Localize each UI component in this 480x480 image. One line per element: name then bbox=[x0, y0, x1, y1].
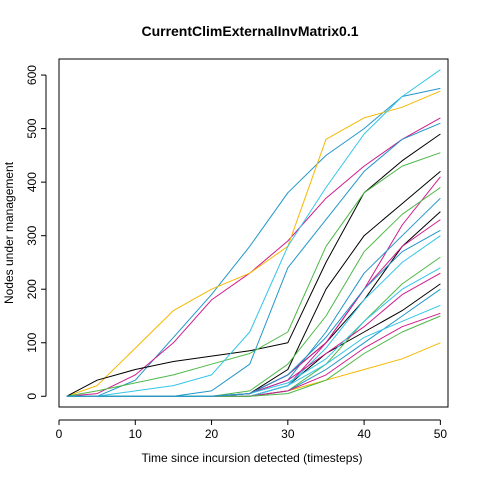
series-line-17 bbox=[66, 256, 441, 397]
x-tick-label: 10 bbox=[129, 427, 143, 441]
series-line-10 bbox=[66, 122, 441, 397]
series-line-3 bbox=[66, 90, 441, 397]
y-tick-label: 400 bbox=[25, 172, 39, 192]
series-line-14 bbox=[66, 197, 441, 397]
x-axis: 0 10 20 30 40 50 bbox=[56, 419, 448, 441]
series-line-16 bbox=[66, 235, 441, 397]
series-line-19 bbox=[66, 288, 441, 397]
series-line-24 bbox=[66, 229, 441, 397]
series-line-4 bbox=[66, 133, 441, 397]
y-tick-label: 0 bbox=[25, 393, 39, 400]
x-tick-label: 20 bbox=[205, 427, 219, 441]
chart-title: CurrentClimExternalInvMatrix0.1 bbox=[141, 23, 358, 39]
y-tick-label: 100 bbox=[25, 332, 39, 352]
y-tick-label: 500 bbox=[25, 118, 39, 138]
x-tick-label: 40 bbox=[357, 427, 371, 441]
series-line-23 bbox=[66, 267, 441, 397]
series-line-9 bbox=[66, 69, 441, 397]
plot-frame bbox=[58, 58, 449, 408]
series-layer bbox=[66, 69, 441, 397]
y-axis-label: Nodes under management bbox=[2, 161, 16, 304]
x-axis-label: Time since incursion detected (timesteps… bbox=[142, 451, 363, 465]
y-axis: 0 100 200 300 400 500 600 bbox=[25, 65, 47, 400]
series-line-18 bbox=[66, 272, 441, 397]
series-line-8 bbox=[66, 152, 441, 397]
x-tick-label: 30 bbox=[281, 427, 295, 441]
series-line-15 bbox=[66, 219, 441, 397]
x-tick-label: 50 bbox=[434, 427, 448, 441]
x-tick-label: 0 bbox=[56, 427, 63, 441]
y-tick-label: 300 bbox=[25, 225, 39, 245]
y-tick-label: 200 bbox=[25, 279, 39, 299]
series-line-5 bbox=[66, 171, 441, 397]
y-tick-label: 600 bbox=[25, 65, 39, 85]
